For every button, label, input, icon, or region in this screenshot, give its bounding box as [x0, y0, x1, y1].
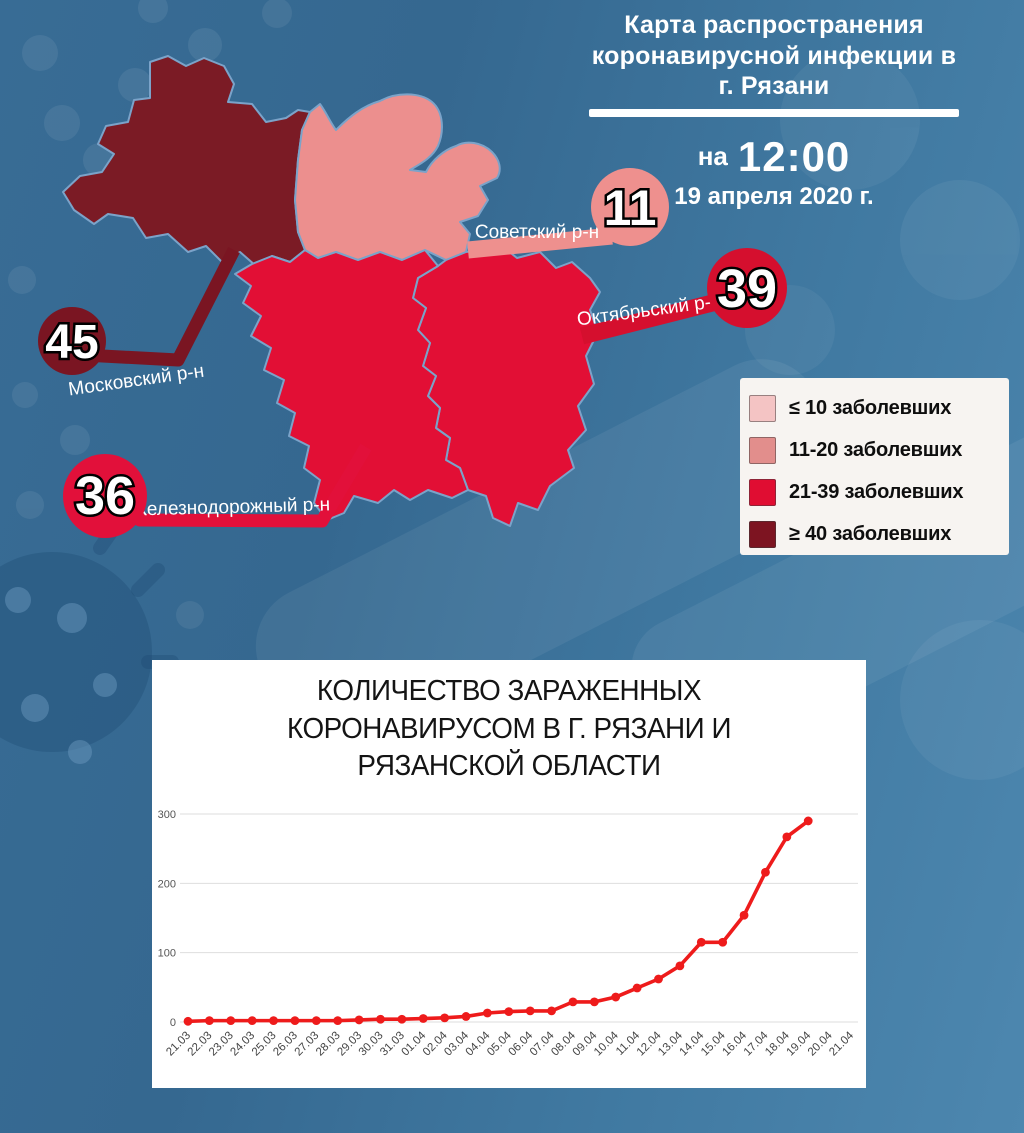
- oktyabrsky-count: 39: [717, 259, 777, 319]
- moskovsky-count: 45: [45, 316, 98, 369]
- map-legend: ≤ 10 заболевших 11-20 заболевших 21-39 з…: [740, 378, 1009, 555]
- page-title-line-2: коронавирусной инфекции в: [591, 41, 957, 70]
- svg-text:21.04: 21.04: [827, 1029, 856, 1058]
- district-zheleznodorozhny-shape: [234, 249, 469, 521]
- district-sovetsky-shape: [294, 93, 501, 261]
- districts-map: Советский р-н Октябрьский р-н Московский…: [38, 55, 787, 538]
- legend-item: 11-20 заболевших: [749, 429, 1009, 471]
- legend-label: 11-20 заболевших: [789, 438, 963, 461]
- moskovsky-count-circle: [38, 307, 106, 375]
- soft-blotches: [745, 50, 1024, 780]
- legend-item: ≥ 40 заболевших: [749, 513, 1009, 555]
- page-title-line-1: Карта распространения: [624, 11, 924, 39]
- page-title-line-3: г. Рязани: [718, 72, 830, 100]
- sovetsky-label: Советский р-н: [475, 222, 599, 243]
- legend-swatch-21-39: [749, 478, 776, 506]
- legend-swatch-11-20: [749, 436, 776, 464]
- zheleznodorozhny-count: 36: [75, 466, 135, 526]
- chart-title: КОЛИЧЕСТВО ЗАРАЖЕННЫХ КОРОНАВИРУСОМ В Г.…: [287, 675, 731, 783]
- legend-label: ≥ 40 заболевших: [789, 522, 952, 545]
- zheleznodorozhny-label: Железнодорожный р-н: [129, 494, 330, 520]
- as-of-time: на 12:00: [562, 133, 986, 181]
- title-underline-divider: [589, 108, 959, 117]
- svg-text:0: 0: [170, 1017, 176, 1029]
- legend-item: 21-39 заболевших: [749, 471, 1009, 513]
- sovetsky-callout-line: [467, 227, 613, 259]
- legend-swatch-le10: [749, 394, 776, 422]
- chart-panel: 0 100 200 300 21.03 22.03 23.03 24.03 25.03 26.03…: [152, 660, 866, 1088]
- moskovsky-callout-line: [83, 247, 240, 367]
- district-moskovsky-shape: [62, 55, 311, 267]
- legend-item: ≤ 10 заболевших: [749, 387, 1009, 429]
- zheleznodorozhny-count-circle: [63, 454, 147, 538]
- virus-silhouette-icon: [0, 521, 179, 764]
- svg-text:300: 300: [158, 809, 176, 821]
- svg-text:100: 100: [158, 948, 176, 960]
- header: Карта распространения коронавирусной инф…: [562, 10, 986, 211]
- oktyabrsky-count-circle: [707, 248, 787, 328]
- as-of-date: 19 апреля 2020 г.: [674, 182, 874, 210]
- cases-line-chart: 010020030021.0322.0323.0324.0325.0326.03…: [158, 809, 858, 1058]
- time-value: 12:00: [737, 132, 851, 180]
- legend-label: 21-39 заболевших: [789, 480, 964, 503]
- legend-swatch-ge40: [749, 520, 776, 548]
- sovetsky-count: 11: [604, 180, 657, 236]
- svg-text:10.04: 10.04: [592, 1029, 621, 1058]
- sovetsky-count-circle: [591, 168, 669, 246]
- legend-label: ≤ 10 заболевших: [789, 396, 952, 419]
- svg-text:200: 200: [158, 878, 176, 890]
- time-prefix: на: [697, 140, 728, 171]
